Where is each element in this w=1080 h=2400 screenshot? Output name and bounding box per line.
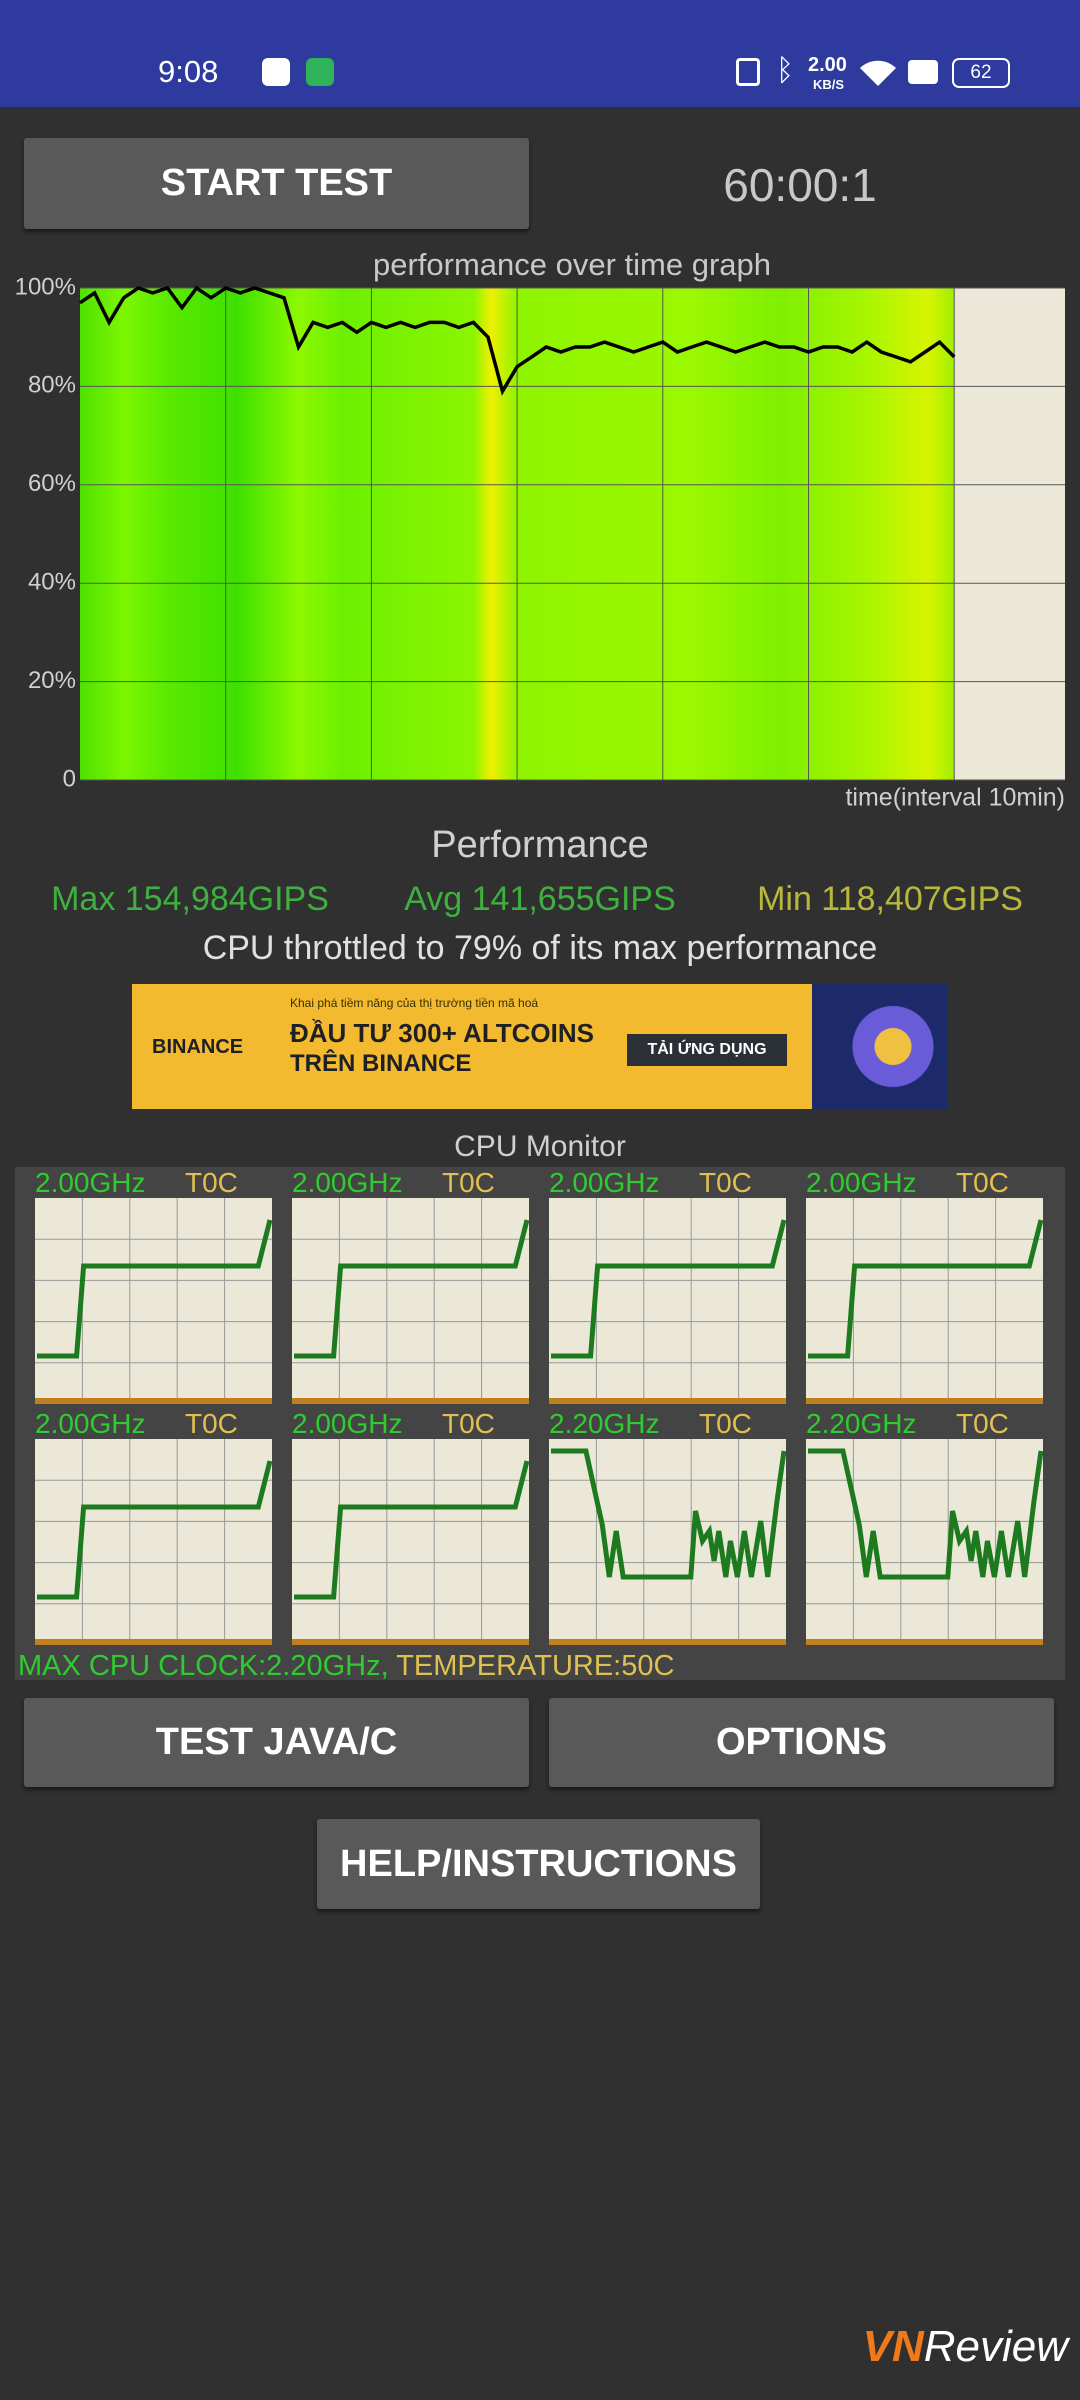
y-tick-label: 100% <box>15 273 76 300</box>
watermark-name: Review <box>923 2322 1068 2371</box>
nfc-icon <box>736 58 760 86</box>
temperature: TEMPERATURE:50C <box>396 1650 675 1682</box>
core-temperature: T0C <box>699 1408 752 1439</box>
core-frequency-line <box>294 1460 529 1600</box>
bluetooth-icon: ᛒ <box>776 54 794 87</box>
core-frequency-line <box>37 1460 272 1600</box>
core-graph-base <box>292 1639 529 1645</box>
core-graph-background <box>35 1198 272 1404</box>
core-graph <box>549 1439 786 1645</box>
start-test-button[interactable]: START TEST <box>24 138 529 229</box>
y-tick-label: 20% <box>28 667 76 694</box>
core-graph-background <box>549 1198 786 1404</box>
max-clock: MAX CPU CLOCK:2.20GHz, <box>18 1650 389 1682</box>
ad-tagline: Khai phá tiềm năng của thị trường tiền m… <box>290 996 539 1010</box>
core-graph <box>35 1439 272 1645</box>
ad-brand: BINANCE <box>152 1036 244 1058</box>
notification-icon <box>908 60 938 84</box>
performance-graph: performance over time graph time(interva… <box>15 247 1065 812</box>
core-temperature: T0C <box>442 1167 495 1198</box>
avg-performance: Avg 141,655GIPS <box>404 880 676 918</box>
core-frequency: 2.00GHz <box>806 1167 917 1198</box>
watermark-brand: VN <box>862 2322 924 2371</box>
min-performance: Min 118,407GIPS <box>757 880 1023 918</box>
core-frequency: 2.00GHz <box>549 1167 660 1198</box>
timer: 60:00:1 <box>723 159 877 211</box>
cpu-monitor-title: CPU Monitor <box>454 1130 626 1163</box>
ad-cta[interactable]: TẢI ỨNG DỤNG <box>627 1034 787 1066</box>
core-temperature: T0C <box>185 1408 238 1439</box>
battery: 62 <box>952 58 1010 88</box>
core-graph-base <box>549 1398 786 1404</box>
core-graph-background <box>806 1439 1043 1645</box>
core-frequency: 2.20GHz <box>549 1408 660 1439</box>
core-graph-base <box>35 1639 272 1645</box>
y-tick-label: 80% <box>28 372 76 399</box>
ad-banner[interactable]: BINANCE Khai phá tiềm năng của thị trườn… <box>132 984 947 1109</box>
options-button[interactable]: OPTIONS <box>549 1698 1054 1787</box>
core-temperature: T0C <box>956 1408 1009 1439</box>
core-frequency-line <box>37 1219 272 1359</box>
core-graph <box>35 1198 272 1404</box>
core-temperature: T0C <box>185 1167 238 1198</box>
core-frequency: 2.00GHz <box>292 1167 403 1198</box>
core-graph <box>292 1439 529 1645</box>
core-frequency-line <box>551 1219 786 1359</box>
core-graph <box>806 1439 1043 1645</box>
x-axis-label: time(interval 10min) <box>845 784 1065 812</box>
core-graph <box>549 1198 786 1404</box>
ad-headline: TRÊN BINANCE <box>290 1050 472 1077</box>
performance-line <box>79 285 956 396</box>
wifi-icon <box>860 60 896 86</box>
core-frequency: 2.00GHz <box>35 1167 146 1198</box>
core-graph-base <box>549 1639 786 1645</box>
net-unit: KB/S <box>813 77 845 92</box>
throttle-text: CPU throttled to 79% of its max performa… <box>202 929 878 967</box>
cpu-monitor-panel: 2.00GHz T0C 2.00GHz T0C 2.00GHz T0C 2.00GHz T0C… <box>15 1167 1065 1680</box>
app-icon <box>262 58 290 86</box>
core-graph <box>292 1198 529 1404</box>
test-java-c-button[interactable]: TEST JAVA/C <box>24 1698 529 1787</box>
core-frequency-line <box>808 1219 1043 1359</box>
core-temperature: T0C <box>956 1167 1009 1198</box>
y-tick-label: 0 <box>63 765 76 792</box>
core-graph-background <box>35 1439 272 1645</box>
core-frequency: 2.00GHz <box>292 1408 403 1439</box>
core-graph-background <box>806 1198 1043 1404</box>
core-frequency: 2.20GHz <box>806 1408 917 1439</box>
watermark: VNReview <box>863 2322 1068 2372</box>
clock: 9:08 <box>158 54 219 89</box>
performance-heading: Performance <box>431 824 649 866</box>
y-tick-label: 40% <box>28 569 76 596</box>
core-frequency-line <box>551 1448 786 1580</box>
core-temperature: T0C <box>442 1408 495 1439</box>
ad-art <box>812 984 947 1109</box>
max-cpu-clock: MAX CPU CLOCK:2.20GHz, TEMPERATURE:50C <box>18 1650 674 1683</box>
core-graph-background <box>292 1198 529 1404</box>
help-button[interactable]: HELP/INSTRUCTIONS <box>317 1819 760 1909</box>
graph-title: performance over time graph <box>373 247 771 282</box>
core-frequency: 2.00GHz <box>35 1408 146 1439</box>
ad-headline: ĐẦU TƯ 300+ ALTCOINS <box>290 1018 595 1048</box>
core-frequency-line <box>294 1219 529 1359</box>
core-graph-background <box>292 1439 529 1645</box>
core-graph-base <box>35 1398 272 1404</box>
status-bar: 9:08 ᛒ 2.00 KB/S 62 <box>0 0 1080 107</box>
core-frequency-line <box>808 1448 1043 1580</box>
core-temperature: T0C <box>699 1167 752 1198</box>
max-performance: Max 154,984GIPS <box>51 880 329 918</box>
core-graph <box>806 1198 1043 1404</box>
y-tick-label: 60% <box>28 470 76 497</box>
core-graph-base <box>292 1398 529 1404</box>
app-icon <box>306 58 334 86</box>
net-speed: 2.00 <box>808 54 847 76</box>
core-graph-base <box>806 1398 1043 1404</box>
core-graph-background <box>549 1439 786 1645</box>
core-graph-base <box>806 1639 1043 1645</box>
